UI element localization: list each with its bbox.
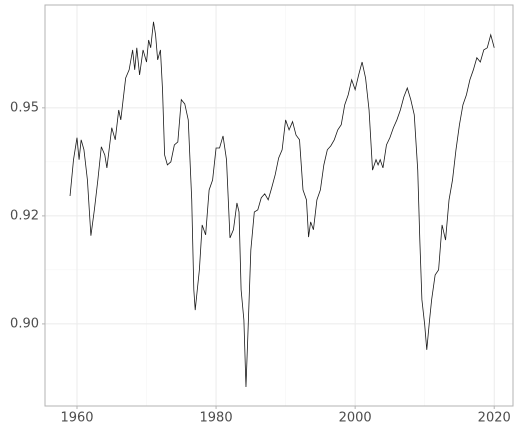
x-tick-label: 1980 <box>200 411 233 426</box>
y-tick-label: 0.95 <box>10 100 39 115</box>
line <box>69 21 495 388</box>
y-tick-label: 0.90 <box>10 316 39 331</box>
x-tick-label: 2000 <box>339 411 372 426</box>
panel-border <box>44 4 514 407</box>
x-tick-label: 1960 <box>60 411 93 426</box>
y-tick-label: 0.92 <box>10 208 39 223</box>
x-tick-label: 2020 <box>478 411 511 426</box>
